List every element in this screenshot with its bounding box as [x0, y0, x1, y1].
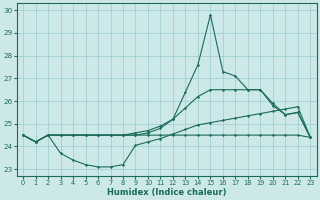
- X-axis label: Humidex (Indice chaleur): Humidex (Indice chaleur): [107, 188, 227, 197]
